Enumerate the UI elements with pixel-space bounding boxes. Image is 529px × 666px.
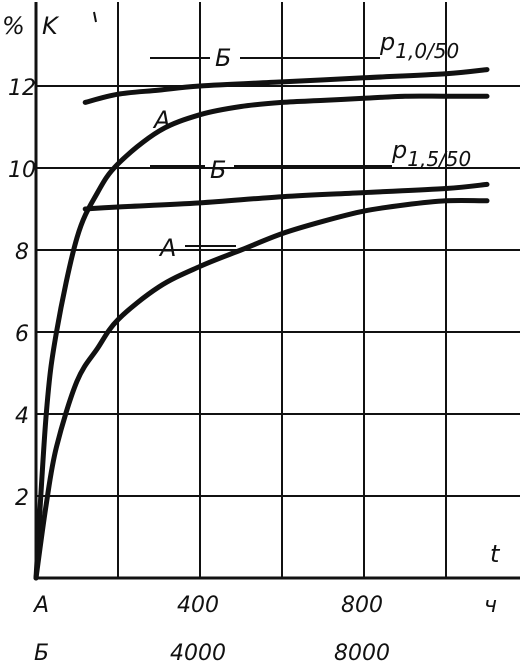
axes [34,2,520,580]
series-0-line [82,67,490,105]
curve-label-b-p15: Б [210,156,226,184]
group-label-p15: p1,5/50 [391,136,471,171]
curve-label-a-p15: А [158,234,176,262]
x-tick-800: 800 [341,593,383,618]
series-1-line [33,93,490,581]
y-tick-12: 12 [8,76,36,101]
y-tick-2: 2 [15,486,29,511]
grid [36,2,520,578]
y-tick-8: 8 [15,240,29,265]
series-3-line [33,197,490,581]
group-label-p10: p1,0/50 [379,28,459,63]
x-unit: ч [484,593,497,618]
y-tick-10: 10 [8,158,36,183]
curve-label-a-p10: А [152,106,170,134]
x-tick-labels: 400 800 4000 8000 [170,593,390,666]
x-axis-label: t [490,540,501,568]
curves [33,67,490,581]
group-label-p15-main: p [391,136,407,164]
x-scale-b-name: Б [34,641,49,666]
x-scale-a-name: А [32,593,49,618]
y-axis-label: K [42,12,60,40]
group-label-p15-sub: 1,5/50 [407,147,471,171]
curve-label-b-p10: Б [215,44,231,72]
group-label-p10-main: p [379,28,395,56]
x-tick-8000: 8000 [334,641,390,666]
y-tick-labels: 2 4 6 8 10 12 [8,76,36,511]
x-tick-400: 400 [177,593,219,618]
top-mark [93,11,97,23]
x-tick-4000: 4000 [170,641,226,666]
group-label-p10-sub: 1,0/50 [395,39,459,63]
series-2-line [82,181,490,212]
y-unit: % [2,12,25,40]
y-tick-6: 6 [15,322,29,347]
y-tick-4: 4 [15,404,29,429]
